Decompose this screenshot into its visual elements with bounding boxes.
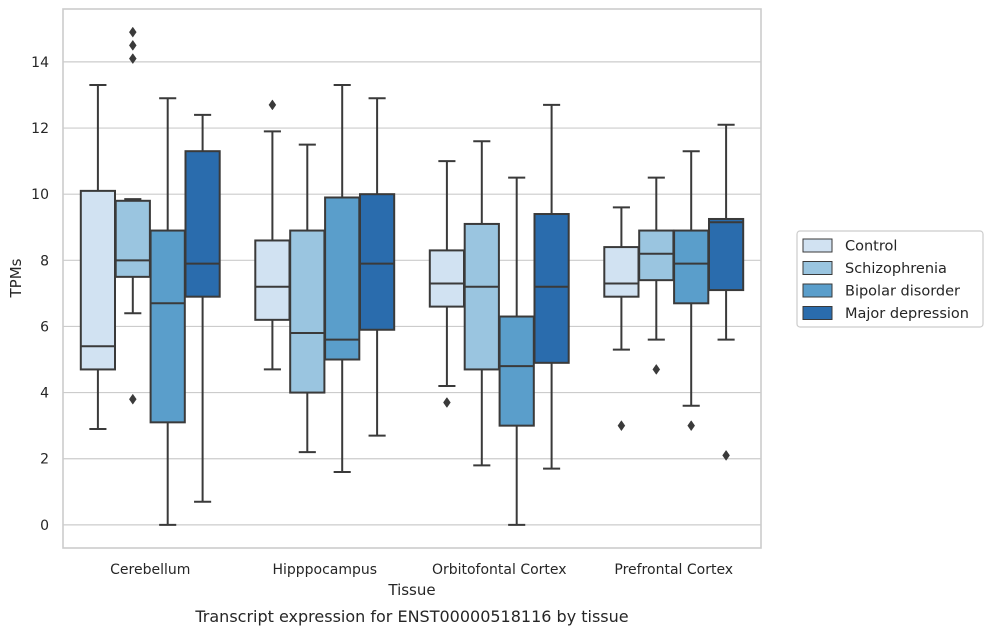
legend-swatch xyxy=(802,283,833,298)
box-bipolar-disorder xyxy=(324,84,361,473)
plot-border xyxy=(62,8,762,549)
outlier-point xyxy=(128,39,137,51)
box-bipolar-disorder xyxy=(498,176,535,526)
box-layer xyxy=(79,26,745,526)
box-schizophrenia xyxy=(638,176,675,375)
y-tick-label: 10 xyxy=(31,187,49,203)
legend-label: Control xyxy=(845,239,897,255)
outlier-point xyxy=(722,449,730,461)
legend-swatch xyxy=(802,238,833,253)
x-tick-label: Orbitofontal Cortex xyxy=(432,562,567,578)
box-major-depression xyxy=(358,97,396,437)
box-body xyxy=(358,193,396,331)
x-tick-label: Prefrontal Cortex xyxy=(614,562,733,578)
legend: Control Schizophrenia Bipolar disorder Majo… xyxy=(796,230,984,328)
box-bipolar-disorder xyxy=(673,150,710,432)
box-body xyxy=(533,213,570,364)
legend-label: Major depression xyxy=(845,306,969,322)
y-tick-label: 4 xyxy=(40,386,49,402)
outlier-point xyxy=(128,393,137,405)
y-tick-label: 12 xyxy=(31,121,49,137)
box-control xyxy=(254,99,291,371)
box-control xyxy=(79,84,117,430)
plot-frame xyxy=(62,8,762,549)
box-body xyxy=(289,229,326,394)
legend-label: Schizophrenia xyxy=(845,261,947,277)
box-schizophrenia xyxy=(289,143,326,454)
box-body xyxy=(79,189,117,371)
outlier-point xyxy=(652,364,661,375)
box-bipolar-disorder xyxy=(149,97,186,526)
box-body xyxy=(114,199,151,278)
box-body xyxy=(603,246,640,298)
outlier-point xyxy=(687,420,696,432)
box-body xyxy=(184,150,221,298)
y-tick-label: 8 xyxy=(40,253,49,269)
x-tick-label: Cerebellum xyxy=(110,562,190,578)
outlier-point xyxy=(617,420,626,432)
outlier-point xyxy=(268,99,277,111)
legend-swatch xyxy=(802,306,833,320)
y-tick-label: 2 xyxy=(40,452,49,468)
box-body xyxy=(428,249,466,308)
outlier-point xyxy=(443,397,451,408)
y-tick-label: 0 xyxy=(40,518,49,534)
box-body xyxy=(254,239,291,321)
x-tick-label: Hipppocampus xyxy=(272,562,377,578)
box-major-depression xyxy=(184,113,221,503)
box-body xyxy=(324,196,361,361)
box-major-depression xyxy=(707,123,745,461)
box-body xyxy=(638,229,675,282)
box-schizophrenia xyxy=(114,26,151,405)
x-tick-labels: Cerebellum Hipppocampus Orbitofontal Corte… xyxy=(110,562,733,578)
y-tick-label: 6 xyxy=(40,319,49,335)
box-body xyxy=(498,315,535,427)
chart-caption: Transcript expression for ENST0000051811… xyxy=(194,607,628,626)
box-body xyxy=(149,229,186,424)
legend-frame xyxy=(796,230,984,328)
y-tick-labels: 0 2 4 6 8 10 12 14 xyxy=(31,55,49,534)
box-control xyxy=(603,206,640,432)
outlier-point xyxy=(128,26,137,38)
outlier-point xyxy=(128,53,137,65)
box-schizophrenia xyxy=(463,140,500,467)
legend-label: Bipolar disorder xyxy=(845,284,960,300)
box-major-depression xyxy=(533,103,570,470)
box-control xyxy=(428,160,466,408)
box-body xyxy=(463,222,500,371)
box-body xyxy=(673,229,710,305)
y-axis-label: TPMs xyxy=(7,258,25,298)
legend-swatch xyxy=(802,261,833,275)
box-body xyxy=(707,217,745,292)
x-axis-label: Tissue xyxy=(387,581,435,599)
y-tick-label: 14 xyxy=(31,55,49,71)
